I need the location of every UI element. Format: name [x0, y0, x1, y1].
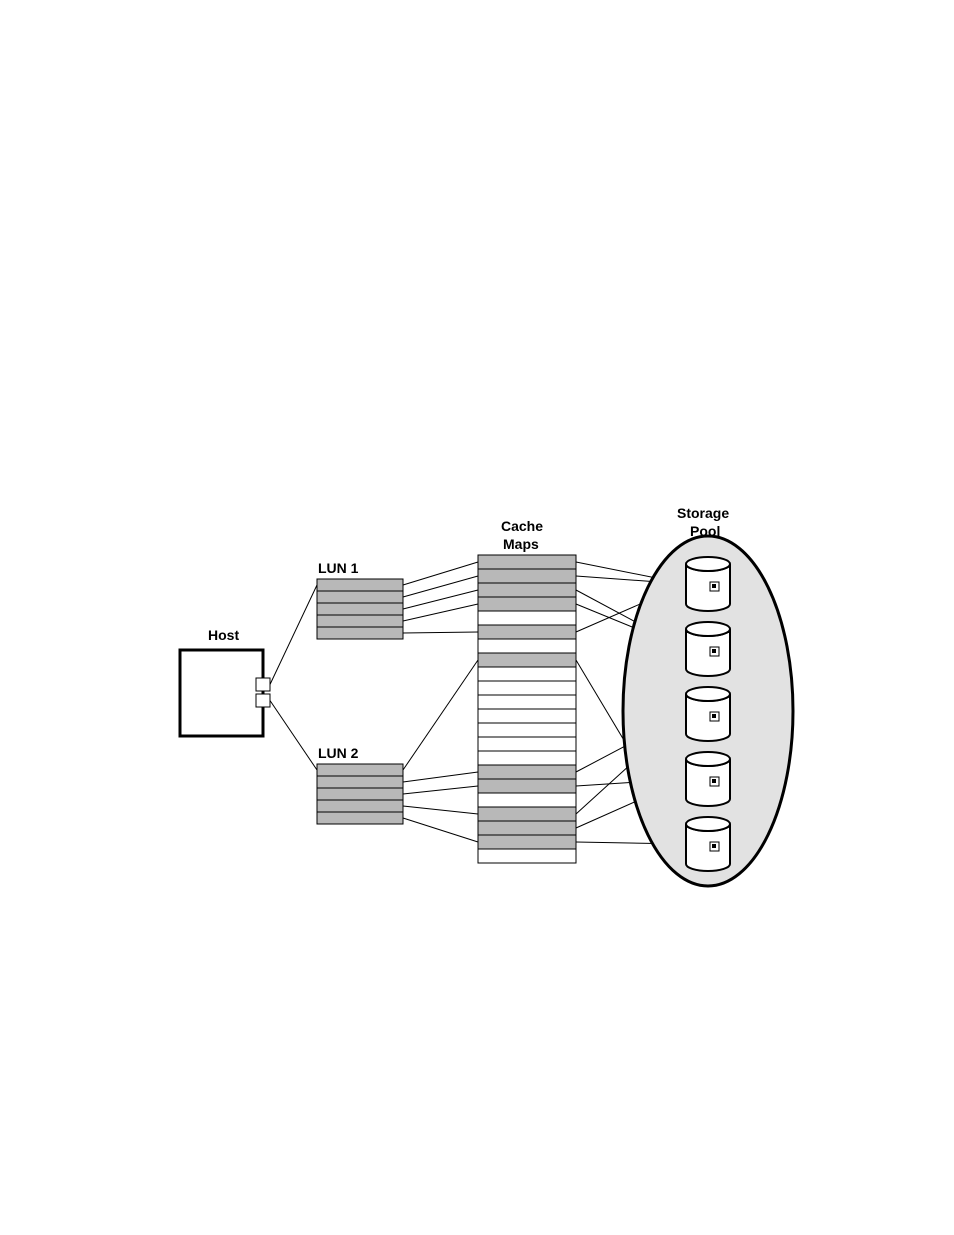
cache-row	[478, 835, 576, 849]
lun2-row	[317, 776, 403, 788]
cache-row	[478, 779, 576, 793]
lun2-row	[317, 800, 403, 812]
storage-diagram: Host LUN 1 LUN 2 Cache Maps Storage Pool	[0, 0, 954, 1235]
cache-row	[478, 625, 576, 639]
cache-row	[478, 611, 576, 625]
label-cache_line1: Cache	[501, 518, 543, 534]
lun1-row	[317, 603, 403, 615]
label-pool_line2: Pool	[690, 523, 720, 539]
disk-icon	[686, 622, 730, 676]
host-port	[256, 694, 270, 707]
cache-row	[478, 751, 576, 765]
cache-row	[478, 597, 576, 611]
disk-icon	[686, 752, 730, 806]
lun2-row	[317, 764, 403, 776]
cache-row	[478, 555, 576, 569]
cache-row	[478, 737, 576, 751]
cache-row	[478, 639, 576, 653]
label-lun2: LUN 2	[318, 745, 359, 761]
host-box	[180, 650, 263, 736]
cache-row	[478, 807, 576, 821]
label-pool_line1: Storage	[677, 505, 729, 521]
cache-row	[478, 723, 576, 737]
cache-row	[478, 583, 576, 597]
cache-row	[478, 681, 576, 695]
label-cache_line2: Maps	[503, 536, 539, 552]
disk-icon	[686, 817, 730, 871]
lun2-row	[317, 812, 403, 824]
lun1-row	[317, 627, 403, 639]
lun1-row	[317, 591, 403, 603]
lun2-row	[317, 788, 403, 800]
lun1-row	[317, 615, 403, 627]
nodes-layer	[180, 536, 793, 886]
cache-row	[478, 849, 576, 863]
cache-row	[478, 695, 576, 709]
cache-row	[478, 653, 576, 667]
label-lun1: LUN 1	[318, 560, 359, 576]
cache-row	[478, 793, 576, 807]
disk-icon	[686, 687, 730, 741]
cache-row	[478, 667, 576, 681]
disk-icon	[686, 557, 730, 611]
lun1-row	[317, 579, 403, 591]
cache-row	[478, 569, 576, 583]
cache-row	[478, 821, 576, 835]
cache-row	[478, 709, 576, 723]
host-port	[256, 678, 270, 691]
label-host: Host	[208, 627, 239, 643]
cache-row	[478, 765, 576, 779]
